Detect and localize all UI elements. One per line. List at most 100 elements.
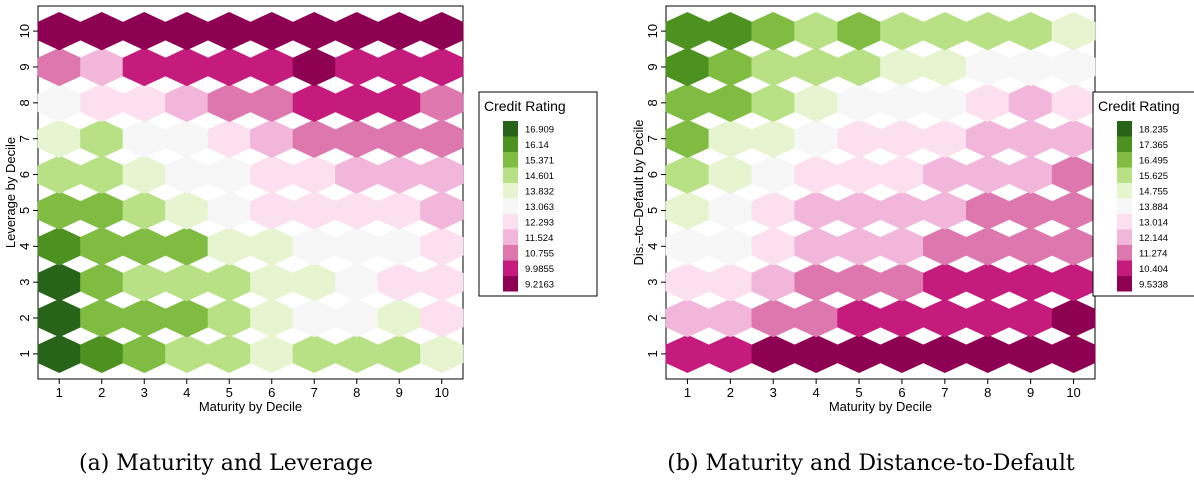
legend-swatch [1117, 214, 1132, 230]
y-tick-label: 5 [17, 207, 32, 214]
y-tick-label: 5 [645, 207, 660, 214]
y-tick-label: 4 [17, 243, 32, 250]
hex-cell [420, 11, 464, 51]
y-tick-label: 9 [645, 63, 660, 70]
y-tick-label: 7 [17, 135, 32, 142]
y-tick-label: 2 [17, 314, 32, 321]
legend-label: 13.832 [525, 187, 554, 198]
legend-label: 11.524 [525, 233, 553, 244]
figure-caption: (b) Maturity and Distance-to-Default [667, 451, 1075, 476]
hex-cell [1051, 11, 1096, 51]
legend-label: 18.235 [1139, 125, 1168, 136]
legend-label: 11.274 [1139, 249, 1167, 260]
legend-label: 10.404 [1139, 264, 1168, 275]
x-tick-label: 9 [396, 385, 403, 400]
legend-swatch [503, 276, 518, 292]
legend: Credit Rating 16.909 16.14 15.371 14.601 13.8… [478, 91, 598, 297]
y-tick-label: 4 [645, 243, 660, 250]
legend-label: 12.144 [1139, 233, 1168, 244]
legend-label: 10.755 [525, 249, 554, 260]
legend-label: 14.601 [525, 171, 554, 182]
y-tick-label: 8 [645, 99, 660, 106]
x-tick-label: 5 [855, 385, 862, 400]
x-tick-label: 10 [1066, 385, 1080, 400]
legend-label: 13.014 [1139, 218, 1168, 229]
legend-swatch [1117, 167, 1132, 183]
legend-label: 16.909 [525, 125, 554, 136]
x-axis-label: Maturity by Decile [199, 399, 302, 414]
y-axis-label: Leverage by Decile [3, 137, 18, 248]
chart-panel-b: 1 2 3 4 5 6 7 8 9 10 1 2 3 4 5 6 7 8 9 10 Maturity by Decile… [631, 5, 1194, 476]
chart-panel-a: 1 2 3 4 5 6 7 8 9 10 1 2 3 4 5 6 7 8 9 10 Maturity by Decile… [3, 5, 598, 476]
legend-swatch [503, 245, 518, 261]
legend-swatch [503, 121, 518, 137]
legend-swatch [503, 136, 518, 152]
legend-label: 15.625 [1139, 171, 1168, 182]
x-tick-label: 8 [984, 385, 991, 400]
legend-swatch [503, 167, 518, 183]
x-tick-label: 7 [311, 385, 318, 400]
legend-label: 16.495 [1139, 156, 1168, 167]
legend-label: 12.293 [525, 218, 554, 229]
y-axis-label: Dis.–to–Default by Decile [631, 120, 646, 266]
legend-swatch [1117, 229, 1132, 245]
legend-swatch [1117, 183, 1132, 199]
x-tick-label: 8 [353, 385, 360, 400]
legend-label: 17.365 [1139, 140, 1168, 151]
legend-swatch [1117, 198, 1132, 214]
y-tick-label: 7 [645, 135, 660, 142]
legend-swatch [1117, 260, 1132, 276]
legend-swatch [503, 198, 518, 214]
legend-swatch [1117, 121, 1132, 137]
legend-swatch [503, 183, 518, 199]
legend-label: 15.371 [525, 156, 554, 167]
x-tick-label: 7 [941, 385, 948, 400]
legend-swatch [503, 214, 518, 230]
y-tick-label: 6 [17, 171, 32, 178]
y-tick-label: 1 [645, 350, 660, 357]
legend-swatch [1117, 152, 1132, 168]
legend-label: 9.9855 [525, 264, 554, 275]
figure-caption: (a) Maturity and Leverage [79, 451, 373, 476]
legend-swatch [1117, 276, 1132, 292]
x-tick-label: 4 [183, 385, 190, 400]
x-tick-label: 6 [898, 385, 905, 400]
x-tick-label: 2 [727, 385, 734, 400]
x-tick-label: 1 [56, 385, 63, 400]
x-axis-label: Maturity by Decile [829, 399, 932, 414]
legend-label: 9.5338 [1139, 280, 1168, 291]
x-tick-label: 2 [98, 385, 105, 400]
legend-swatch [503, 152, 518, 168]
legend-swatch [503, 229, 518, 245]
x-tick-label: 4 [813, 385, 820, 400]
y-tick-label: 2 [645, 314, 660, 321]
legend-label: 13.884 [1139, 202, 1168, 213]
x-tick-label: 1 [684, 385, 691, 400]
legend-label: 13.063 [525, 202, 554, 213]
y-tick-label: 3 [645, 279, 660, 286]
x-tick-label: 6 [268, 385, 275, 400]
y-tick-label: 3 [17, 279, 32, 286]
y-tick-label: 10 [17, 24, 32, 38]
legend-frame [1092, 91, 1194, 297]
legend-label: 9.2163 [525, 280, 554, 291]
y-tick-label: 1 [17, 350, 32, 357]
legend-frame [478, 91, 598, 297]
y-tick-label: 8 [17, 99, 32, 106]
x-tick-label: 9 [1027, 385, 1034, 400]
y-tick-label: 9 [17, 63, 32, 70]
legend-label: 16.14 [525, 140, 549, 151]
legend-swatch [1117, 245, 1132, 261]
legend-swatch [503, 260, 518, 276]
legend-label: 14.755 [1139, 187, 1168, 198]
x-tick-label: 10 [435, 385, 449, 400]
legend-title: Credit Rating [1098, 98, 1180, 114]
y-tick-label: 6 [645, 171, 660, 178]
x-tick-label: 3 [141, 385, 148, 400]
legend-title: Credit Rating [484, 98, 566, 114]
legend-swatch [1117, 136, 1132, 152]
legend: Credit Rating 18.235 17.365 16.495 15.625 14.… [1092, 91, 1194, 297]
x-tick-label: 5 [226, 385, 233, 400]
y-tick-label: 10 [645, 24, 660, 38]
